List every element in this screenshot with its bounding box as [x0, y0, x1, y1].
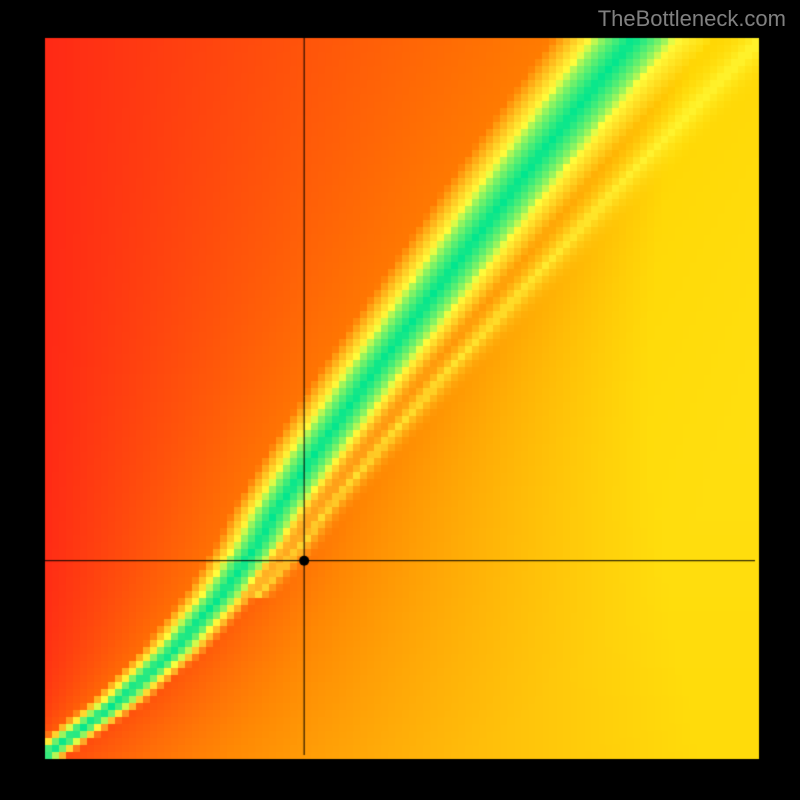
heatmap-canvas: [0, 0, 800, 800]
chart-container: TheBottleneck.com: [0, 0, 800, 800]
watermark-text: TheBottleneck.com: [598, 6, 786, 32]
